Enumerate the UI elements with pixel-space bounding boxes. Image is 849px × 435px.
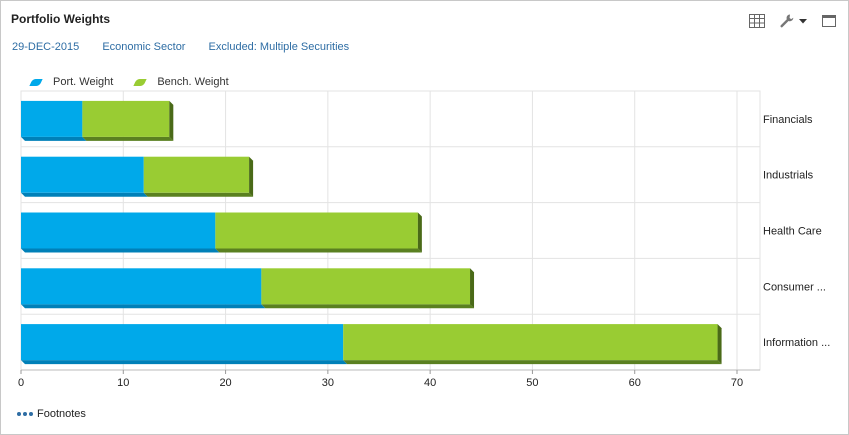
legend-item-bench[interactable]: Bench. Weight [133, 76, 229, 88]
grid-icon[interactable] [749, 14, 765, 28]
bar-shadow-port [21, 304, 266, 309]
category-label: Information ... [763, 337, 830, 349]
bar-port [21, 100, 83, 137]
x-tick-label: 50 [526, 377, 538, 389]
bar-side [249, 156, 254, 197]
footnotes-label: Footnotes [37, 408, 86, 420]
bar-bench [261, 268, 471, 305]
x-tick-label: 60 [629, 377, 641, 389]
bar-shadow-bench [82, 136, 174, 141]
bar-port [21, 212, 216, 249]
chart-legend: Port. Weight Bench. Weight [29, 76, 251, 88]
bar-shadow-bench [261, 304, 475, 309]
panel-toolbar [749, 13, 836, 29]
wrench-icon [780, 14, 794, 28]
bar-side [169, 100, 174, 141]
x-tick-label: 40 [424, 377, 436, 389]
bar-port [21, 268, 262, 305]
category-label: Consumer ... [763, 281, 826, 293]
bar-shadow-bench [215, 248, 422, 253]
bar-shadow-bench [343, 360, 722, 365]
bar-port [21, 156, 144, 193]
bar-side [717, 324, 722, 365]
bar-shadow-bench [143, 192, 254, 197]
bar-bench [215, 212, 418, 249]
bar-side [470, 268, 475, 309]
caret-down-icon [799, 19, 807, 24]
bar-shadow-port [21, 248, 220, 253]
legend-label-port: Port. Weight [53, 76, 114, 88]
category-label: Industrials [763, 170, 814, 182]
legend-item-port[interactable]: Port. Weight [29, 76, 114, 88]
x-tick-label: 10 [117, 377, 129, 389]
x-tick-label: 70 [731, 377, 743, 389]
bar-bench [143, 156, 250, 193]
category-label: Financials [763, 114, 813, 126]
bar-bench [343, 324, 718, 361]
bar-shadow-port [21, 192, 148, 197]
bar-port [21, 324, 344, 361]
bar-bench [82, 100, 170, 137]
bar-shadow-port [21, 136, 87, 141]
exclusion-filter-link[interactable]: Excluded: Multiple Securities [208, 41, 350, 53]
bar-side [417, 212, 422, 253]
legend-label-bench: Bench. Weight [157, 76, 229, 88]
grouping-filter-link[interactable]: Economic Sector [102, 41, 186, 53]
maximize-icon[interactable] [822, 15, 836, 27]
portfolio-weights-chart: Financials Industrials Health Care Consumer… [18, 90, 830, 389]
x-tick-label: 20 [219, 377, 231, 389]
filter-row: 29-DEC-2015 Economic Sector Excluded: Mu… [12, 41, 369, 53]
bar-shadow-port [21, 360, 348, 365]
x-tick-label: 0 [18, 377, 24, 389]
dots-icon [17, 412, 33, 416]
category-label: Health Care [763, 226, 822, 238]
footnotes-link[interactable]: Footnotes [17, 408, 86, 420]
x-tick-label: 30 [322, 377, 334, 389]
settings-menu-button[interactable] [779, 13, 808, 29]
panel-title: Portfolio Weights [11, 12, 111, 26]
date-filter-link[interactable]: 29-DEC-2015 [12, 41, 80, 53]
